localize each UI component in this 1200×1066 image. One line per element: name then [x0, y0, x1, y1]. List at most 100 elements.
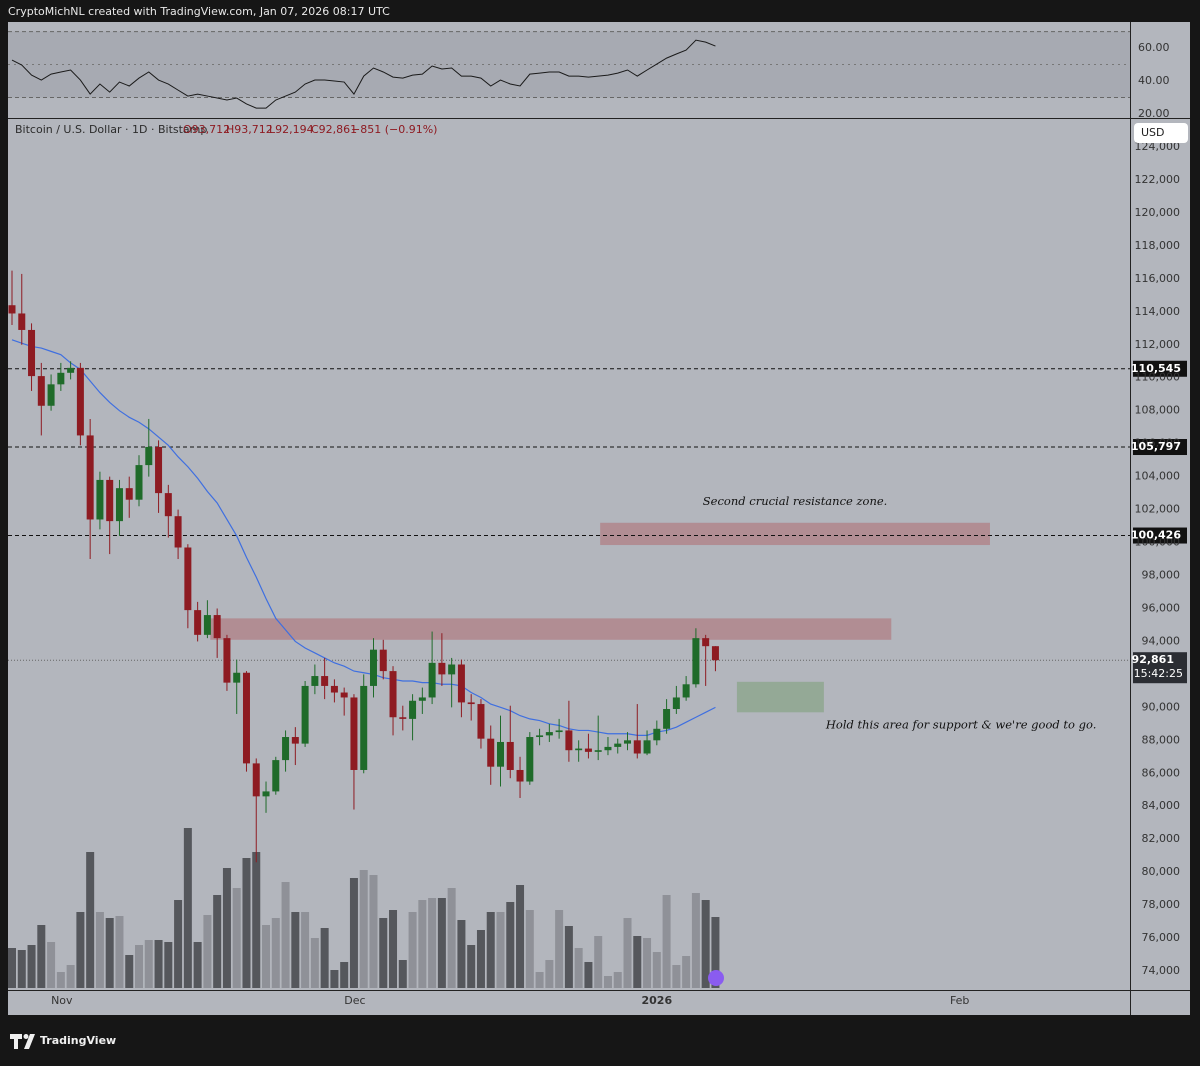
volume-bar: [271, 918, 280, 988]
currency[interactable]: USD: [1141, 126, 1165, 139]
volume-bar: [281, 882, 290, 988]
volume-bar: [467, 945, 476, 988]
volume-bar: [574, 948, 583, 988]
candle-body: [506, 741, 514, 770]
volume-bar: [711, 917, 720, 988]
candle-body: [379, 649, 387, 672]
y-tick-label: 90,000: [1142, 700, 1181, 713]
candle-body: [8, 305, 16, 314]
legend-close: C92,861: [311, 123, 357, 136]
candle-body: [692, 638, 700, 685]
volume-bar: [594, 936, 603, 988]
volume-layer: [8, 828, 720, 988]
price-pane: Second crucial resistance zone. Hold this…: [8, 270, 1130, 863]
volume-bar: [222, 868, 231, 988]
candle-body: [282, 737, 290, 761]
volume-bar: [95, 912, 104, 988]
level-label: 110,545: [1131, 362, 1181, 375]
volume-bar: [613, 972, 622, 988]
x-tick-label: Dec: [344, 994, 365, 1007]
candle-body: [360, 685, 368, 770]
y-tick-label: 104,000: [1135, 470, 1181, 483]
volume-bar: [105, 918, 114, 988]
candle-body: [96, 479, 104, 520]
candle-body: [350, 697, 358, 770]
candle-body: [223, 638, 231, 683]
volume-bar: [232, 888, 241, 988]
volume-bar: [506, 902, 515, 988]
volume-bar: [174, 900, 183, 988]
candle-body: [389, 671, 397, 718]
rsi-tick-label: 60.00: [1138, 41, 1170, 54]
candle-body: [340, 692, 348, 698]
chart-background: [8, 22, 1190, 1015]
last-price-label: 92,861: [1132, 653, 1174, 666]
zone: [210, 618, 892, 640]
level-tag: [1133, 527, 1187, 544]
indicator-icon[interactable]: [708, 970, 724, 986]
volume-bar: [86, 852, 95, 988]
candle-body: [213, 615, 221, 639]
candle-body: [321, 676, 329, 686]
volume-bar: [457, 920, 466, 988]
candle-body: [155, 446, 163, 494]
volume-bar: [213, 895, 222, 988]
y-tick-label: 108,000: [1135, 404, 1181, 417]
level-label: 105,797: [1131, 440, 1181, 453]
y-tick-label: 88,000: [1142, 733, 1181, 746]
candle-body: [497, 741, 504, 767]
volume-bar: [516, 885, 525, 988]
level-tag: [1133, 439, 1187, 456]
currency-button[interactable]: [1134, 123, 1188, 143]
candle-body: [262, 791, 270, 797]
volume-bar: [545, 960, 554, 988]
candle-body: [194, 610, 202, 635]
rsi-tick-label: 40.00: [1138, 74, 1170, 87]
volume-bar: [193, 942, 202, 988]
volume-bar: [662, 895, 671, 988]
candle-body: [272, 760, 280, 792]
candle-body: [18, 313, 26, 330]
x-tick-label: 2026: [642, 994, 673, 1007]
volume-bar: [76, 912, 85, 988]
candle-body: [106, 479, 114, 522]
zone: [736, 681, 824, 713]
volume-bar: [320, 928, 329, 988]
y-tick-label: 82,000: [1142, 832, 1181, 845]
volume-bar: [135, 945, 144, 988]
volume-bar: [310, 938, 319, 988]
volume-bar: [359, 870, 368, 988]
candle-body: [135, 465, 143, 500]
volume-bar: [47, 942, 56, 988]
y-tick-label: 78,000: [1142, 898, 1181, 911]
candle-body: [125, 488, 133, 500]
volume-bar: [643, 938, 652, 988]
volume-bar: [701, 900, 710, 988]
volume-bar: [564, 926, 573, 988]
volume-bar: [262, 925, 271, 988]
volume-bar: [349, 878, 358, 988]
volume-bar: [437, 898, 446, 988]
volume-bar: [428, 898, 437, 988]
candle-body: [301, 685, 309, 744]
volume-bar: [203, 915, 212, 988]
candle-body: [536, 735, 544, 738]
y-tick-label: 94,000: [1142, 634, 1181, 647]
level-label: 100,426: [1131, 529, 1181, 542]
legend-high: H93,712: [226, 123, 273, 136]
volume-bar: [633, 936, 642, 988]
volume-bar: [330, 970, 339, 988]
volume-bar: [154, 940, 163, 988]
y-tick-label: 98,000: [1142, 569, 1181, 582]
credit: CryptoMichNL created with TradingView.co…: [8, 5, 390, 18]
y-tick-label: 80,000: [1142, 865, 1181, 878]
y-tick-label: 122,000: [1135, 173, 1181, 186]
candle-body: [438, 662, 446, 675]
volume-bar: [535, 972, 544, 988]
candle-body: [409, 700, 417, 719]
axes: 60.00 40.00 20.00 124,000 122,000 120,000 118,…: [51, 41, 1187, 1007]
candle-body: [457, 664, 465, 703]
annotation: Second crucial resistance zone.: [703, 494, 888, 508]
candle-body: [86, 435, 94, 520]
